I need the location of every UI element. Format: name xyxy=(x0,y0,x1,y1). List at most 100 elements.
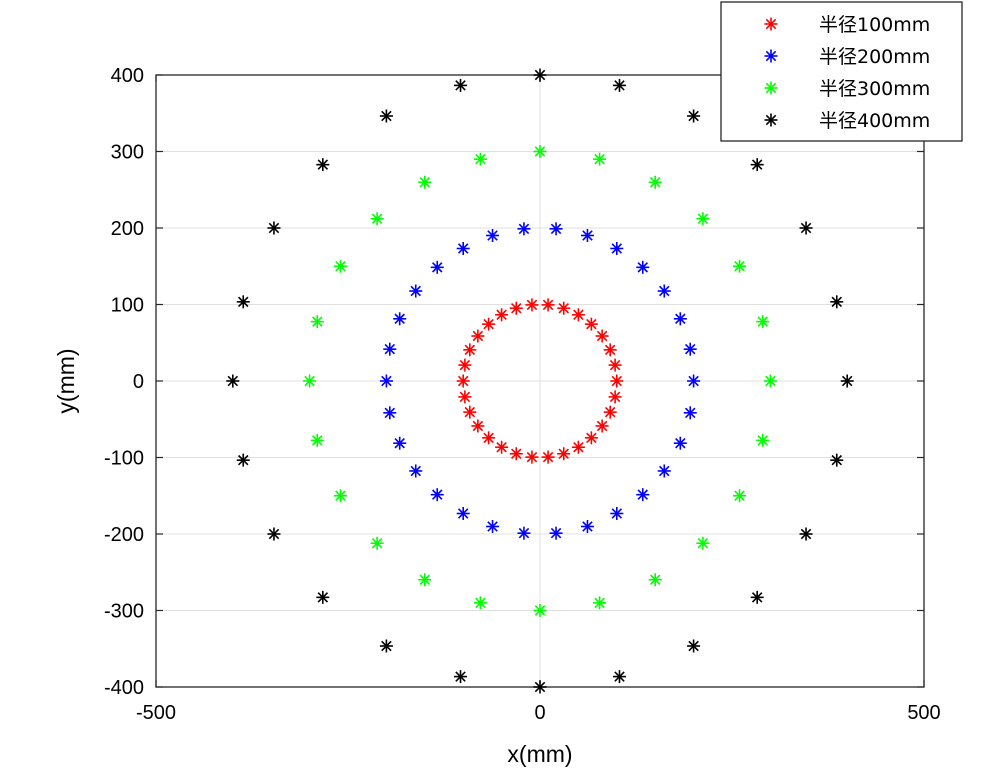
data-point xyxy=(830,453,844,467)
data-point xyxy=(687,639,701,653)
y-tick-label: -100 xyxy=(104,448,144,470)
data-point xyxy=(541,298,555,312)
data-point xyxy=(756,315,770,329)
data-point xyxy=(608,390,622,404)
data-point xyxy=(267,221,281,235)
data-point xyxy=(696,212,710,226)
series-1 xyxy=(456,298,624,464)
y-tick-label: -400 xyxy=(104,677,144,699)
data-point xyxy=(648,573,662,587)
data-point xyxy=(595,329,609,343)
y-tick-label: 200 xyxy=(111,218,144,240)
data-point xyxy=(456,242,470,256)
data-point xyxy=(584,317,598,331)
y-tick-label: -300 xyxy=(104,601,144,623)
data-point xyxy=(370,536,384,550)
data-point xyxy=(696,536,710,550)
data-point xyxy=(557,301,571,315)
legend-label: 半径100mm xyxy=(819,14,930,36)
data-point xyxy=(763,374,777,388)
x-axis-label: x(mm) xyxy=(507,741,572,767)
data-point xyxy=(303,374,317,388)
data-point xyxy=(393,312,407,326)
data-point xyxy=(610,242,624,256)
data-point xyxy=(454,78,468,92)
data-point xyxy=(750,590,764,604)
data-point xyxy=(333,259,347,273)
data-point xyxy=(471,329,485,343)
legend-entry: 半径300mm xyxy=(764,78,930,100)
legend-entry: 半径400mm xyxy=(764,110,930,132)
data-point xyxy=(310,315,324,329)
data-markers xyxy=(226,68,854,694)
data-point xyxy=(430,488,444,502)
data-point xyxy=(409,284,423,298)
data-point xyxy=(593,152,607,166)
data-point xyxy=(509,301,523,315)
data-point xyxy=(267,527,281,541)
axis-ticks: -500 0 500 400 300 200 100 0 -100 -200 -300 -400 xyxy=(104,65,941,724)
data-point xyxy=(418,175,432,189)
data-point xyxy=(636,488,650,502)
legend-label: 半径400mm xyxy=(819,110,930,132)
data-point xyxy=(333,489,347,503)
data-point xyxy=(509,447,523,461)
legend-marker xyxy=(764,17,778,31)
data-point xyxy=(316,158,330,172)
data-point xyxy=(454,670,468,684)
legend-box xyxy=(720,1,963,142)
data-point xyxy=(799,527,813,541)
data-point xyxy=(580,520,594,534)
data-point xyxy=(486,520,500,534)
data-point xyxy=(612,78,626,92)
data-point xyxy=(430,260,444,274)
x-tick-label: 0 xyxy=(534,702,545,724)
data-point xyxy=(657,284,671,298)
data-point xyxy=(463,343,477,357)
x-tick-label: 500 xyxy=(907,702,940,724)
data-point xyxy=(525,450,539,464)
data-point xyxy=(383,406,397,420)
y-tick-label: -200 xyxy=(104,524,144,546)
data-point xyxy=(673,312,687,326)
data-point xyxy=(533,680,547,694)
legend-items: 半径100mm 半径200mm 半径300mm 半径400mm xyxy=(764,14,930,132)
data-point xyxy=(458,390,472,404)
data-point xyxy=(612,670,626,684)
data-point xyxy=(756,433,770,447)
data-point xyxy=(525,298,539,312)
data-point xyxy=(610,506,624,520)
data-point xyxy=(482,431,496,445)
data-point xyxy=(580,228,594,242)
data-point xyxy=(473,152,487,166)
data-point xyxy=(236,453,250,467)
data-point xyxy=(370,212,384,226)
data-point xyxy=(657,464,671,478)
data-point xyxy=(482,317,496,331)
data-point xyxy=(409,464,423,478)
data-point xyxy=(549,222,563,236)
data-point xyxy=(840,374,854,388)
data-point xyxy=(595,419,609,433)
data-point xyxy=(571,440,585,454)
data-point xyxy=(517,222,531,236)
data-point xyxy=(687,109,701,123)
data-point xyxy=(648,175,662,189)
data-point xyxy=(471,419,485,433)
y-axis-label: y(mm) xyxy=(53,348,79,413)
data-point xyxy=(379,639,393,653)
x-tick-label: -500 xyxy=(136,702,176,724)
data-point xyxy=(236,295,250,309)
data-point xyxy=(533,145,547,158)
data-point xyxy=(316,590,330,604)
data-point xyxy=(533,604,547,617)
legend-entry: 半径100mm xyxy=(764,14,930,36)
data-point xyxy=(495,440,509,454)
data-point xyxy=(571,308,585,322)
data-point xyxy=(463,405,477,419)
series-4 xyxy=(226,68,854,694)
data-point xyxy=(495,308,509,322)
legend-label: 半径300mm xyxy=(819,78,930,100)
data-point xyxy=(458,358,472,372)
